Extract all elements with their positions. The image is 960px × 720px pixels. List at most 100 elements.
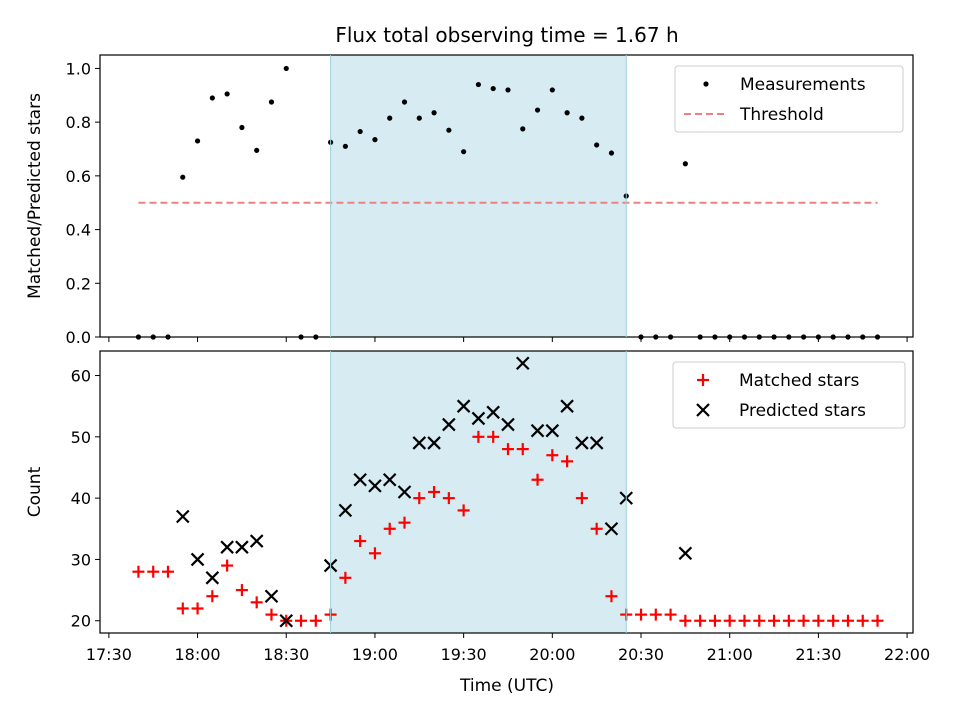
predicted-stars-point [205, 571, 220, 585]
matched-stars-point [368, 547, 381, 560]
predicted-stars-point [575, 436, 589, 450]
legend-bottom: Matched stars Predicted stars [672, 361, 906, 429]
legend-marker-matched [697, 374, 709, 386]
y-axis-label-top: Matched/Predicted stars [25, 93, 45, 299]
observing-span [330, 55, 627, 337]
matched-stars-point [472, 430, 485, 443]
matched-stars-point [782, 614, 795, 627]
matched-stars-point [768, 614, 781, 627]
matched-stars-point [664, 608, 677, 621]
predicted-stars-point [471, 411, 486, 426]
measurement-point [520, 126, 526, 132]
y-axis-label-bottom: Count [25, 466, 45, 517]
measurement-point [194, 138, 201, 144]
matched-stars-point [605, 590, 618, 603]
predicted-stars-point [560, 399, 574, 413]
predicted-stars-point [353, 472, 367, 487]
matched-stars-point [398, 516, 411, 529]
matched-stars-point [694, 614, 707, 627]
matched-stars-point [708, 614, 721, 627]
measurement-point [534, 107, 541, 113]
x-tick-label: 17:30 [86, 645, 132, 664]
measurement-point [579, 115, 585, 121]
matched-stars-point [546, 449, 559, 462]
matched-stars-point [250, 596, 263, 609]
measurement-point [682, 161, 688, 167]
predicted-stars-point [545, 423, 560, 438]
measurement-point [180, 174, 186, 180]
measurement-point [224, 91, 230, 97]
legend-marker-predicted [696, 403, 710, 417]
matched-stars-point [635, 608, 648, 621]
matched-stars-point [147, 565, 160, 578]
matched-stars-point [428, 486, 441, 498]
matched-stars-point [413, 492, 426, 505]
matched-stars-point [753, 614, 766, 627]
matched-stars-point [295, 614, 308, 627]
y-tick-label: 20 [71, 612, 91, 631]
predicted-stars-point [249, 534, 264, 548]
legend-marker-measurements [703, 81, 709, 87]
x-tick-label: 21:30 [795, 645, 841, 664]
matched-stars-point [649, 608, 662, 621]
predicted-stars-point [382, 472, 397, 487]
matched-stars-point [457, 504, 470, 517]
measurement-point [549, 87, 555, 93]
predicted-stars-point [264, 589, 279, 603]
measurement-point [608, 150, 615, 156]
matched-stars-point [383, 522, 396, 535]
matched-stars-point [132, 565, 145, 578]
matched-stars-point [679, 614, 692, 627]
matched-stars-point [738, 614, 751, 627]
predicted-stars-point [235, 540, 249, 554]
measurement-point [505, 87, 511, 93]
matched-stars-point [516, 443, 529, 456]
y-tick-label: 0.2 [66, 274, 91, 293]
count-panel: 20 30 40 50 60 17:30 18:00 18:30 19:00 19:30 20:0… [25, 350, 930, 696]
predicted-stars-point [678, 546, 693, 561]
matched-stars-point [221, 559, 234, 572]
matched-stars-point [161, 565, 174, 578]
predicted-stars-point [397, 485, 412, 499]
y-ticks-bottom: 20 30 40 50 60 [71, 367, 100, 631]
matched-stars-point [575, 492, 588, 505]
measurement-point [431, 110, 437, 116]
x-tick-label: 18:30 [263, 645, 309, 664]
predicted-stars-point [176, 509, 190, 524]
x-tick-label: 21:00 [707, 645, 753, 664]
predicted-stars-point [486, 405, 500, 420]
x-axis-label: Time (UTC) [459, 676, 554, 696]
predicted-stars-point [456, 399, 471, 413]
legend-label-predicted: Predicted stars [739, 401, 866, 421]
plot-frame-top [99, 54, 914, 338]
y-tick-label: 1.0 [66, 59, 91, 78]
legend-label-matched: Matched stars [739, 371, 859, 391]
predicted-stars-point [190, 552, 205, 567]
y-tick-label: 30 [71, 550, 91, 569]
matched-stars-point [354, 535, 367, 548]
matched-stars-point [590, 522, 603, 535]
measurement-point [490, 85, 496, 92]
x-tick-label: 20:00 [529, 645, 575, 664]
matched-stars-point [856, 614, 869, 627]
predicted-stars-point [501, 417, 515, 432]
ratio-panel: 0.0 0.2 0.4 0.6 0.8 1.0 Matched/Predicted sta… [25, 54, 914, 347]
matched-stars-point [176, 602, 189, 615]
matched-stars-point [812, 614, 825, 627]
chart-title: Flux total observing time = 1.67 h [335, 23, 678, 47]
matched-stars-point [561, 455, 574, 468]
x-tick-label: 20:30 [618, 645, 664, 664]
matched-stars-point [191, 602, 204, 615]
predicted-stars-point [515, 356, 530, 371]
predicted-stars-point [604, 522, 619, 536]
y-tick-label: 0.0 [66, 328, 91, 347]
measurement-point [387, 115, 393, 121]
measurement-point [594, 142, 600, 148]
y-tick-label: 50 [71, 428, 91, 447]
matched-stars-point [531, 473, 544, 486]
measurement-point [401, 99, 408, 105]
y-tick-label: 60 [71, 367, 91, 386]
measurement-point [416, 115, 422, 121]
measurement-point [342, 143, 348, 149]
x-tick-label: 19:30 [441, 645, 487, 664]
